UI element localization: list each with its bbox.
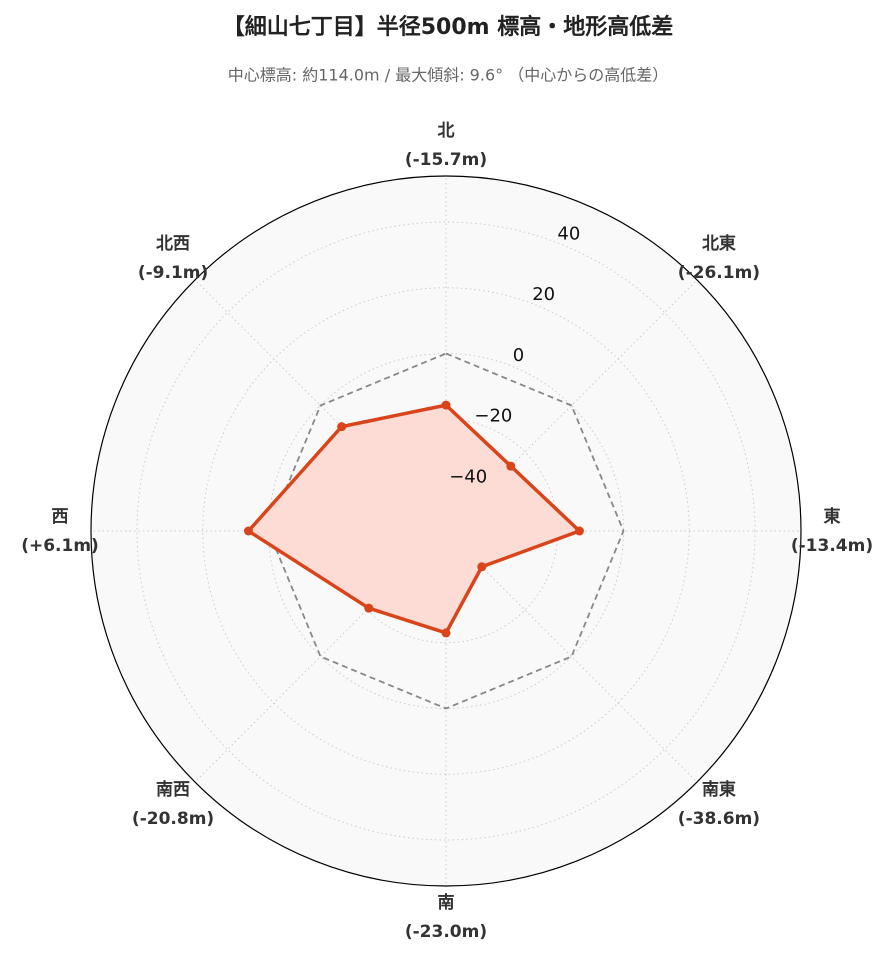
value-label: (-23.0m)	[405, 922, 487, 942]
grid-spoke	[445, 530, 698, 783]
value-label: (-26.1m)	[678, 263, 760, 283]
r-tick-label: 20	[532, 284, 555, 305]
category-label: 北西	[156, 234, 190, 254]
r-tick-label: 40	[557, 223, 580, 244]
data-point	[441, 400, 451, 410]
category-label: 東	[824, 506, 841, 527]
value-label: (+6.1m)	[21, 536, 99, 556]
data-point	[243, 526, 253, 536]
chart-subtitle: 中心標高: 約114.0m / 最大傾斜: 9.6° （中心からの高低差）	[228, 66, 668, 85]
category-label: 北東	[702, 233, 736, 254]
value-label: (-20.8m)	[132, 809, 214, 829]
category-label: 北	[438, 121, 455, 141]
plot-border	[90, 175, 802, 887]
data-point	[364, 603, 374, 613]
value-label: (-15.7m)	[405, 150, 487, 170]
value-label: (-9.1m)	[138, 263, 208, 283]
value-label: (-38.6m)	[678, 809, 760, 829]
reference-line	[267, 352, 625, 710]
data-point	[506, 461, 516, 471]
value-label: (-13.4m)	[791, 536, 873, 556]
grid-circle	[136, 221, 756, 841]
r-tick-label: −20	[474, 406, 512, 427]
data-point	[441, 628, 451, 638]
category-label: 南西	[156, 779, 190, 800]
data-point	[574, 526, 584, 536]
r-tick-label: 0	[513, 345, 524, 366]
data-point	[337, 422, 347, 432]
category-label: 南	[438, 892, 455, 913]
r-tick-label: −40	[449, 466, 487, 487]
data-point	[477, 562, 487, 572]
chart-title: 【細山七丁目】半径500m 標高・地形高低差	[223, 14, 674, 40]
category-label: 西	[52, 507, 69, 527]
category-label: 南東	[702, 779, 736, 800]
